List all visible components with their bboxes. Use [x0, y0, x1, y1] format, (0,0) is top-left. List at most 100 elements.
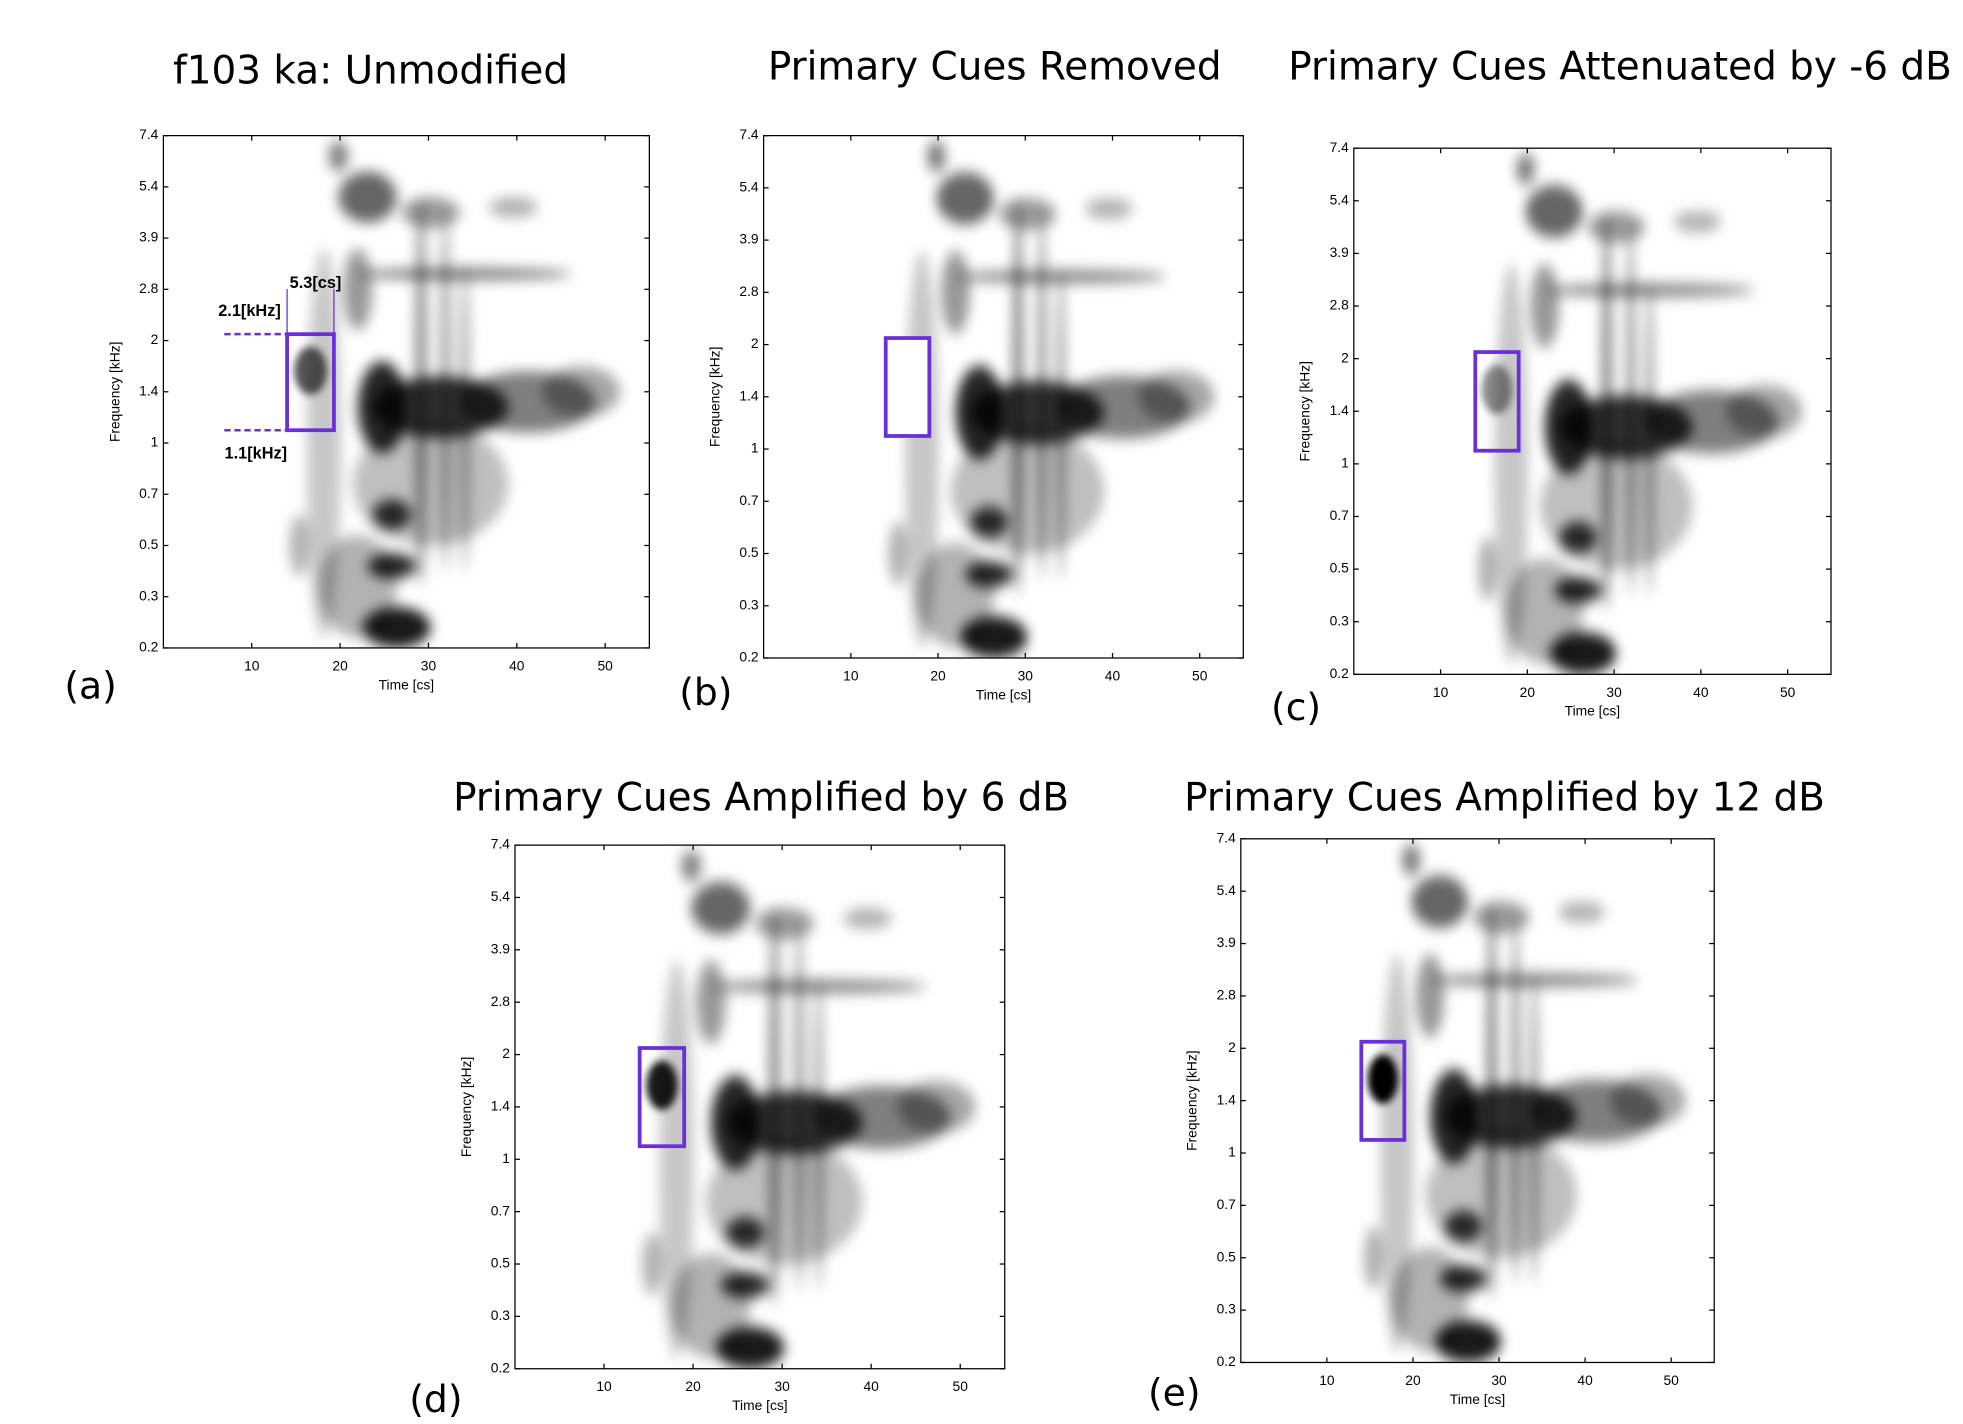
- y-tick-label: 2: [1341, 349, 1349, 365]
- x-axis-label: Time [cs]: [1450, 1391, 1505, 1407]
- x-axis-label: Time [cs]: [1565, 703, 1620, 719]
- x-tick-label: 20: [1520, 684, 1536, 700]
- y-tick-label: 1: [502, 1150, 510, 1166]
- y-tick-label: 0.7: [1217, 1196, 1236, 1212]
- y-tick-label: 0.7: [739, 492, 758, 508]
- y-tick-label: 0.3: [491, 1307, 511, 1323]
- panel-label: (a): [64, 664, 116, 708]
- panel-title: Primary Cues Attenuated by -6 dB: [1288, 45, 1952, 90]
- x-tick-label: 40: [509, 657, 525, 673]
- panel: 0.2 0.3 0.5 0.7 1 1.4 2 2.8 3.9 5.4 7.4 10 20 30 40 50 T…: [409, 775, 1069, 1420]
- y-tick-label: 5.4: [139, 177, 159, 193]
- x-tick-label: 20: [930, 667, 946, 683]
- y-tick-label: 7.4: [491, 836, 511, 852]
- y-axis-label: Frequency [kHz]: [1297, 361, 1313, 461]
- cue-energy: [1481, 364, 1513, 415]
- y-tick-label: 0.2: [491, 1359, 510, 1375]
- y-tick-label: 1.4: [1217, 1091, 1237, 1107]
- y-tick-label: 0.2: [139, 639, 158, 655]
- spectrogram-image: [1364, 844, 1686, 1362]
- cue-energy: [294, 346, 327, 395]
- x-tick-label: 20: [1405, 1372, 1421, 1388]
- x-tick-label: 40: [1693, 684, 1709, 700]
- y-tick-label: 0.5: [139, 536, 159, 552]
- y-tick-label: 2: [502, 1045, 510, 1061]
- panel: 0.2 0.3 0.5 0.7 1 1.4 2 2.8 3.9 5.4 7.4 10 20 30 40 50 T…: [64, 48, 650, 708]
- y-axis-label: Frequency [kHz]: [1184, 1050, 1200, 1150]
- x-tick-label: 30: [1491, 1372, 1507, 1388]
- y-tick-label: 2: [751, 335, 759, 351]
- cue-box: [285, 332, 336, 433]
- y-tick-label: 5.4: [1217, 882, 1237, 898]
- spectrogram-image: [642, 850, 975, 1368]
- y-tick-label: 2: [151, 331, 159, 347]
- y-tick-label: 2.8: [1217, 987, 1237, 1003]
- annotation: 1.1[kHz]: [225, 444, 288, 462]
- annotation: 5.3[cs]: [290, 274, 342, 292]
- panel-label: (c): [1271, 685, 1321, 729]
- panel-title: Primary Cues Amplified by 12 dB: [1184, 775, 1825, 820]
- x-axis-label: Time [cs]: [379, 676, 434, 692]
- y-tick-label: 0.3: [739, 596, 759, 612]
- x-tick-label: 10: [1319, 1372, 1335, 1388]
- y-tick-label: 3.9: [739, 231, 759, 247]
- y-tick-label: 3.9: [1330, 244, 1350, 260]
- y-tick-label: 1: [1228, 1144, 1236, 1160]
- panel-label: (e): [1148, 1371, 1201, 1415]
- panel: 0.2 0.3 0.5 0.7 1 1.4 2 2.8 3.9 5.4 7.4 10 20 30 40 50 T…: [679, 45, 1244, 714]
- y-tick-label: 0.3: [1330, 612, 1350, 628]
- y-tick-label: 5.4: [491, 888, 511, 904]
- y-tick-label: 0.7: [139, 485, 158, 501]
- y-tick-label: 1.4: [1330, 402, 1350, 418]
- cue-box: [1473, 350, 1521, 453]
- removed-region: [885, 338, 930, 436]
- x-axis-label: Time [cs]: [732, 1397, 787, 1413]
- spectrogram-image: [888, 141, 1214, 658]
- panel-title: Primary Cues Removed: [768, 45, 1222, 90]
- x-tick-label: 20: [332, 657, 348, 673]
- y-tick-label: 5.4: [739, 178, 759, 194]
- y-tick-label: 0.5: [1217, 1248, 1237, 1264]
- y-tick-label: 7.4: [1217, 829, 1237, 845]
- y-tick-label: 1: [1341, 455, 1349, 471]
- cue-energy: [1367, 1054, 1398, 1104]
- y-tick-label: 5.4: [1330, 191, 1350, 207]
- y-tick-label: 0.3: [139, 587, 159, 603]
- y-tick-label: 3.9: [139, 229, 159, 245]
- y-tick-label: 3.9: [1217, 934, 1237, 950]
- y-axis-label: Frequency [kHz]: [707, 347, 723, 447]
- x-tick-label: 30: [421, 657, 437, 673]
- x-tick-label: 10: [1433, 684, 1449, 700]
- y-tick-label: 0.5: [1330, 560, 1350, 576]
- y-axis-label: Frequency [kHz]: [106, 342, 122, 442]
- y-tick-label: 3.9: [491, 940, 511, 956]
- x-tick-label: 40: [1105, 667, 1121, 683]
- x-tick-label: 40: [1577, 1372, 1593, 1388]
- x-tick-label: 30: [1018, 667, 1034, 683]
- y-tick-label: 2.8: [491, 993, 511, 1009]
- x-tick-label: 50: [598, 657, 614, 673]
- y-tick-label: 2.8: [739, 283, 759, 299]
- y-tick-label: 2: [1228, 1039, 1236, 1055]
- x-tick-label: 30: [1606, 684, 1622, 700]
- y-tick-label: 2.8: [139, 280, 159, 296]
- y-tick-label: 1.4: [139, 382, 159, 398]
- y-tick-label: 1: [751, 440, 759, 456]
- panel-label: (d): [409, 1377, 462, 1421]
- x-tick-label: 50: [953, 1378, 969, 1394]
- y-tick-label: 0.2: [1330, 665, 1349, 681]
- panel: 0.2 0.3 0.5 0.7 1 1.4 2 2.8 3.9 5.4 7.4 10 20 30 40 50 T…: [1271, 45, 1952, 729]
- y-tick-label: 0.2: [739, 649, 758, 665]
- x-tick-label: 50: [1780, 684, 1796, 700]
- cue-box: [637, 1046, 687, 1149]
- y-tick-label: 1: [151, 434, 159, 450]
- y-tick-label: 0.5: [491, 1255, 511, 1271]
- x-tick-label: 40: [863, 1378, 879, 1394]
- panel-label: (b): [679, 670, 732, 714]
- y-tick-label: 1.4: [491, 1098, 511, 1114]
- cue-energy: [646, 1060, 678, 1110]
- y-tick-label: 0.2: [1217, 1353, 1236, 1369]
- y-tick-label: 0.5: [739, 544, 759, 560]
